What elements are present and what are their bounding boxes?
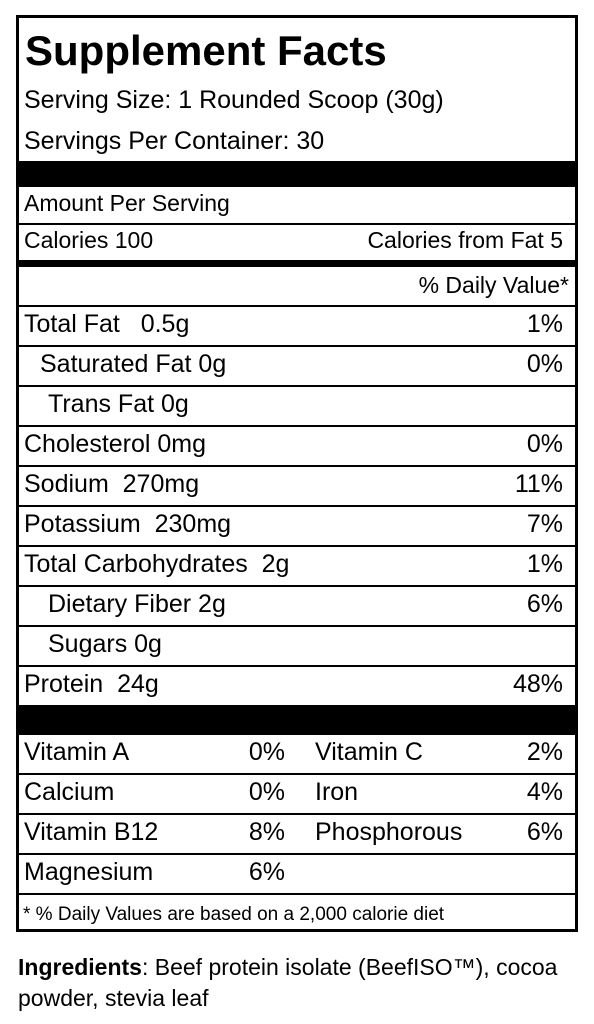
nutrient-name: Total Fat 0.5g	[24, 310, 190, 338]
vitamin-row: Vitamin B12 8% Phosphorous 6%	[19, 815, 575, 855]
nutrient-row: Trans Fat 0g	[19, 387, 575, 427]
nutrient-row: Protein 24g 48%	[19, 667, 575, 707]
ingredients-text: : Beef protein isolate (BeefISO™), cocoa…	[18, 954, 558, 1012]
nutrient-name: Trans Fat 0g	[48, 390, 189, 418]
vitamin-cell: 4%	[526, 778, 563, 806]
vitamin-cell: 6%	[526, 818, 563, 846]
title: Supplement Facts	[25, 27, 387, 74]
nutrient-row: Dietary Fiber 2g 6%	[19, 587, 575, 627]
serving-size: Serving Size: 1 Rounded Scoop (30g)	[24, 86, 444, 114]
nutrient-name: Cholesterol 0mg	[24, 430, 207, 458]
vitamin-cell: Vitamin A	[24, 738, 130, 766]
label: Calories 100	[24, 227, 154, 253]
vitamin-cell: 8%	[248, 818, 285, 846]
nutrient-dv: 7%	[526, 510, 563, 538]
ingredients: Ingredients: Beef protein isolate (BeefI…	[18, 952, 578, 1014]
nutrient-dv: 11%	[514, 470, 563, 498]
nutrient-dv: 0%	[526, 430, 563, 458]
nutrient-dv: 6%	[526, 590, 563, 618]
nutrient-name: Sugars 0g	[48, 630, 162, 658]
vitamin-row: Vitamin A 0% Vitamin C 2%	[19, 735, 575, 775]
vitamin-cell: Iron	[315, 778, 359, 806]
nutrient-dv: 1%	[526, 310, 563, 338]
servings: Servings Per Container: 30	[24, 127, 325, 155]
row: Amount Per Serving	[19, 187, 575, 225]
nutrient-name: Protein 24g	[24, 670, 159, 698]
row: % Daily Value*	[19, 267, 575, 307]
nutrient-row: Sugars 0g	[19, 627, 575, 667]
vitamin-cell: Phosphorous	[315, 818, 463, 846]
nutrient-name: Sodium 270mg	[24, 470, 200, 498]
facts-panel: Supplement Facts Serving Size: 1 Rounded…	[16, 15, 578, 932]
nutrient-row: Potassium 230mg 7%	[19, 507, 575, 547]
divider	[19, 161, 575, 187]
label: Calories from Fat 5	[367, 227, 563, 253]
nutrient-dv: 1%	[526, 550, 563, 578]
nutrient-dv: 0%	[526, 350, 563, 378]
nutrient-row: Total Carbohydrates 2g 1%	[19, 547, 575, 587]
vitamin-row: Magnesium 6%	[19, 855, 575, 895]
nutrient-name: Saturated Fat 0g	[40, 350, 227, 378]
footnote: * % Daily Values are based on a 2,000 ca…	[23, 904, 445, 925]
vitamin-cell: Magnesium	[24, 858, 154, 886]
vitamin-cell: Vitamin C	[315, 738, 423, 766]
nutrient-dv: 48%	[512, 670, 563, 698]
row: Calories 100 Calories from Fat 5	[19, 225, 575, 267]
nutrient-name: Dietary Fiber 2g	[48, 590, 226, 618]
nutrient-row: Sodium 270mg 11%	[19, 467, 575, 507]
nutrient-row: Cholesterol 0mg 0%	[19, 427, 575, 467]
nutrient-row: Saturated Fat 0g 0%	[19, 347, 575, 387]
vitamin-cell: Calcium	[24, 778, 115, 806]
nutrient-name: Potassium 230mg	[24, 510, 232, 538]
divider	[19, 707, 575, 735]
dv-header: % Daily Value*	[418, 272, 569, 298]
vitamin-cell: 2%	[526, 738, 563, 766]
vitamin-cell: 0%	[248, 738, 285, 766]
label: Amount Per Serving	[24, 190, 230, 216]
nutrient-row: Total Fat 0.5g 1%	[19, 307, 575, 347]
nutrient-name: Total Carbohydrates 2g	[24, 550, 290, 578]
vitamin-cell: 0%	[248, 778, 285, 806]
vitamin-row: Calcium 0% Iron 4%	[19, 775, 575, 815]
vitamin-cell: 6%	[248, 858, 285, 886]
vitamin-cell: Vitamin B12	[24, 818, 159, 846]
ingredients-label: Ingredients	[18, 954, 142, 980]
